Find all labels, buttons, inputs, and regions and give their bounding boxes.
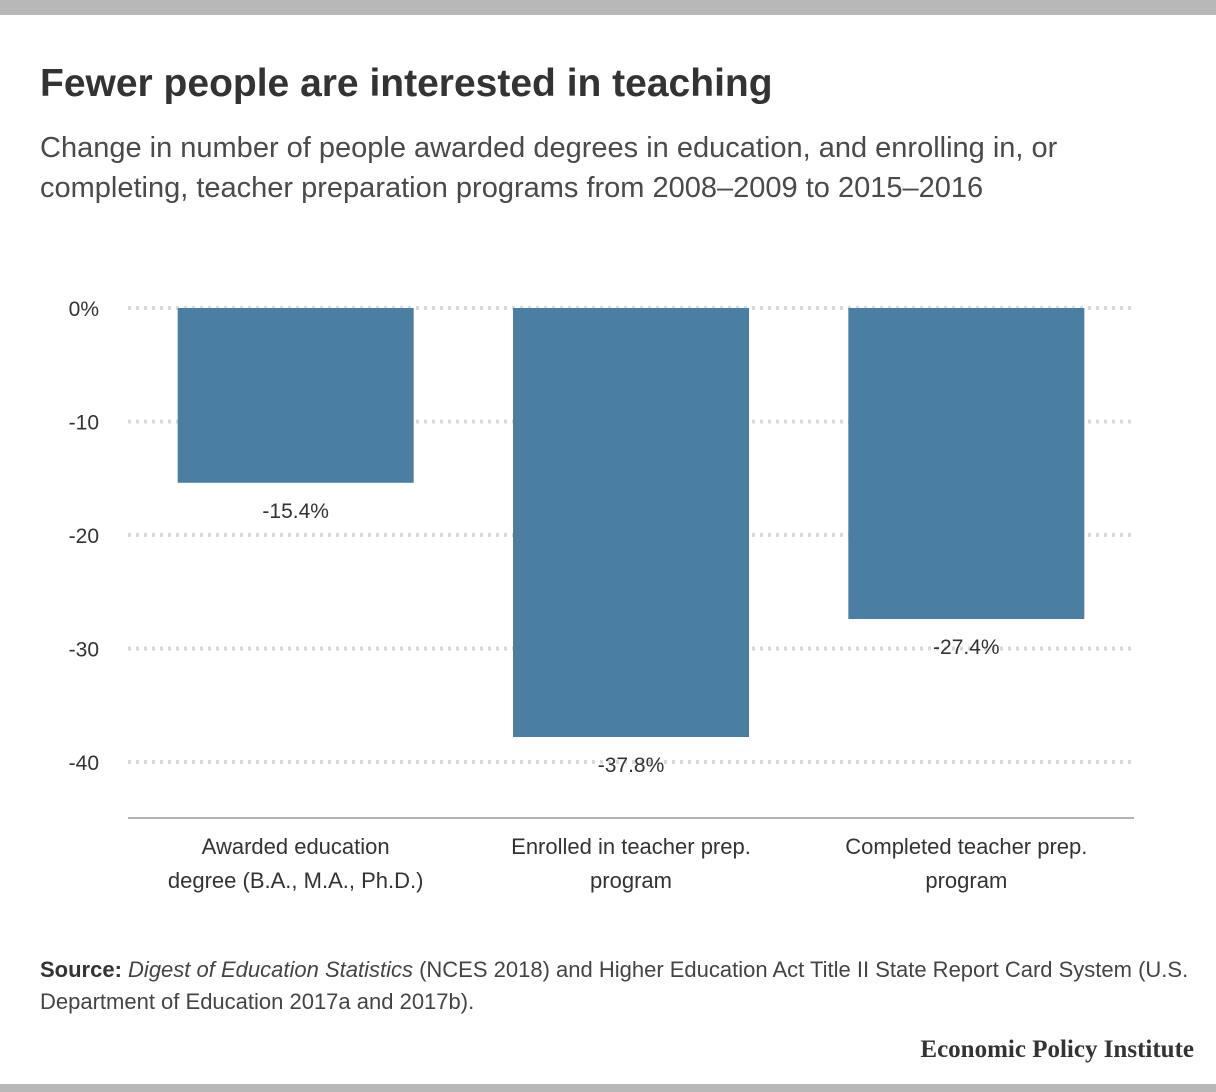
source-text: (NCES 2018) and Higher Education Act Tit… xyxy=(40,957,1189,1014)
source-note: Source: Digest of Education Statistics (… xyxy=(40,954,1190,1018)
source-label: Source: xyxy=(40,957,122,982)
brand-logo: Economic Policy Institute xyxy=(920,1036,1194,1063)
bar xyxy=(177,308,414,483)
bar xyxy=(513,308,749,738)
bar-value-label: -27.4% xyxy=(933,636,1000,659)
category-label: program xyxy=(925,868,1007,893)
bottom-rule xyxy=(0,1084,1216,1092)
category-label: program xyxy=(590,868,672,893)
bar xyxy=(848,308,1085,619)
y-tick-label: -40 xyxy=(69,752,99,775)
category-label: Completed teacher prep. xyxy=(845,834,1087,859)
top-rule xyxy=(0,0,1216,15)
category-label: degree (B.A., M.A., Ph.D.) xyxy=(168,868,424,893)
y-tick-label: -30 xyxy=(69,639,99,662)
chart-subtitle: Change in number of people awarded degre… xyxy=(40,132,1058,204)
bar-chart: 0% -10 -20 -30 -40 -15.4% Awarded education deg… xyxy=(69,298,1134,893)
chart-title: Fewer people are interested in teaching xyxy=(40,62,773,105)
bar-value-label: -37.8% xyxy=(598,754,665,777)
category-label: Awarded education xyxy=(202,834,390,859)
bar-value-label: -15.4% xyxy=(262,500,329,523)
category-label: Enrolled in teacher prep. xyxy=(511,834,751,859)
y-tick-label: -20 xyxy=(69,525,99,548)
y-tick-label: -10 xyxy=(69,412,99,435)
y-tick-label: 0% xyxy=(69,298,99,321)
source-publication: Digest of Education Statistics xyxy=(128,957,413,982)
